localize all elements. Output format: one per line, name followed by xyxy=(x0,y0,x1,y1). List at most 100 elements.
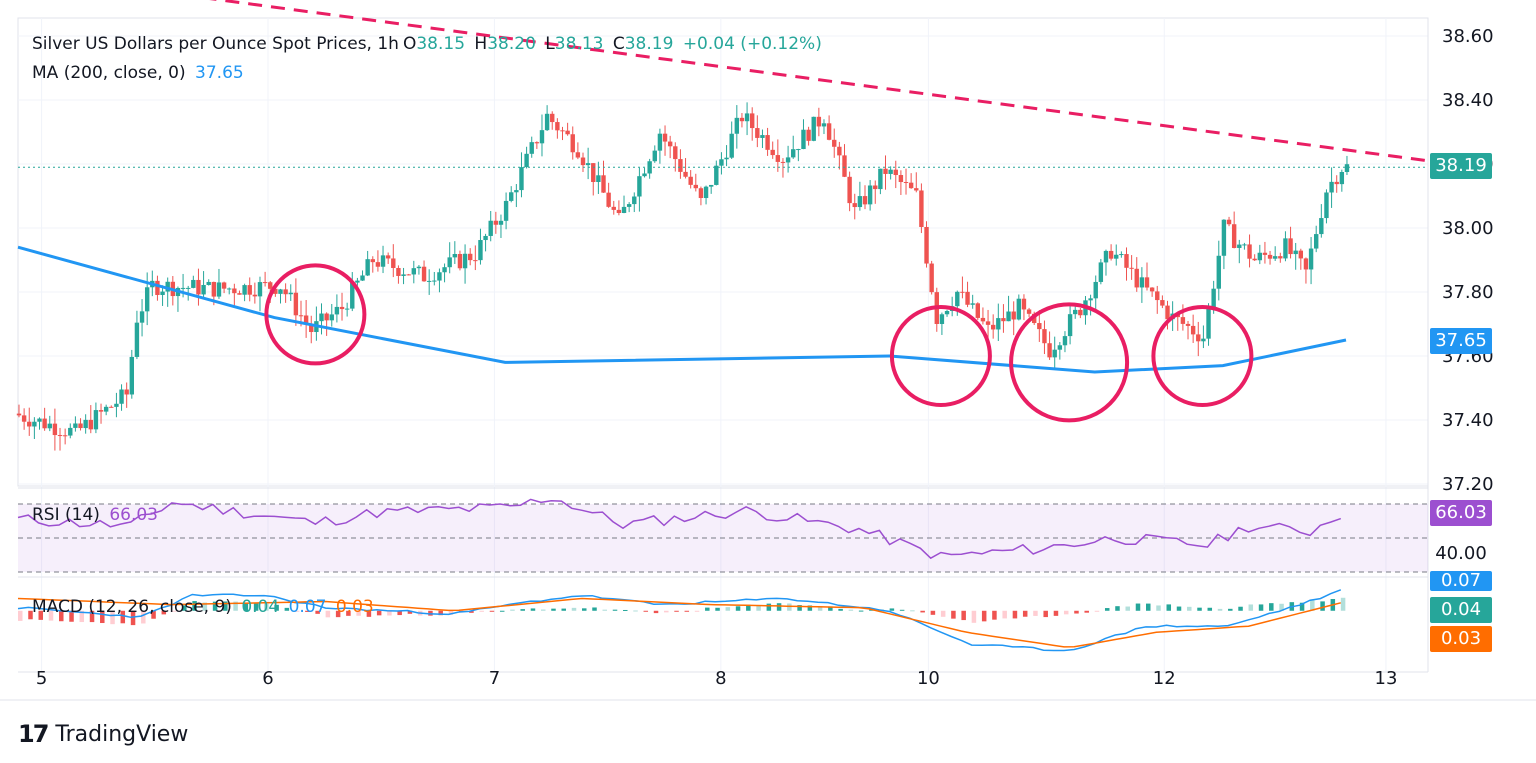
candle-body xyxy=(293,292,299,316)
macd-hist-bar xyxy=(141,610,146,624)
macd-hist-bar xyxy=(182,605,187,611)
macd-hist-bar xyxy=(540,609,546,611)
candle-body xyxy=(924,226,929,264)
macd-hist-bar xyxy=(715,607,720,611)
candle-body xyxy=(1196,334,1201,342)
brand[interactable]: 17 TradingView xyxy=(18,720,188,748)
ma-badge: 37.65 xyxy=(1430,328,1492,354)
candle-body xyxy=(1278,256,1283,259)
candle-body xyxy=(1283,238,1288,259)
macd-hist-bar xyxy=(212,601,218,611)
macd-hist-bar xyxy=(694,610,700,612)
candle-body xyxy=(544,113,550,131)
candle-body xyxy=(1308,248,1314,270)
candle-body xyxy=(673,146,678,160)
candle-body xyxy=(550,113,555,123)
macd-hist-bar xyxy=(602,609,608,611)
candle-body xyxy=(1165,305,1170,320)
macd-hist-bar xyxy=(89,610,95,623)
time-tick-label: 8 xyxy=(715,668,726,689)
candle-body xyxy=(339,306,345,310)
macd-hist-bar xyxy=(438,610,443,616)
candle-body xyxy=(975,303,980,318)
candle-body xyxy=(867,185,873,205)
macd-hist-bar xyxy=(858,610,864,612)
macd-hist-bar xyxy=(294,610,300,612)
candle-body xyxy=(186,287,191,289)
candle-body xyxy=(488,220,493,236)
macd-hist-bar xyxy=(243,603,249,611)
candle-body xyxy=(775,155,781,162)
candle-body xyxy=(73,423,78,428)
macd-hist-value: 0.04 xyxy=(241,597,280,617)
macd-hist-bar xyxy=(130,610,136,626)
candle-body xyxy=(27,421,32,427)
candle-body xyxy=(965,291,970,305)
candle-body xyxy=(457,253,463,269)
candle-body xyxy=(1206,307,1211,339)
macd-hist-bar xyxy=(1012,610,1018,619)
macd-hist-bar xyxy=(1166,604,1172,611)
macd-hist-bar xyxy=(643,610,649,612)
candle-body xyxy=(760,135,765,138)
candle-body xyxy=(114,403,119,407)
time-tick-label: 13 xyxy=(1375,668,1398,689)
macd-hist-bar xyxy=(1002,610,1007,619)
macd-hist-bar xyxy=(18,610,23,621)
macd-hist-bar xyxy=(1074,610,1079,614)
candle-body xyxy=(1011,311,1016,320)
macd-hist-bar xyxy=(1258,604,1264,611)
macd-hist-bar xyxy=(499,610,505,612)
candle-body xyxy=(406,274,411,276)
candle-body xyxy=(416,266,422,269)
candle-body xyxy=(1139,277,1145,288)
macd-hist-bar xyxy=(1340,597,1346,611)
candle-body xyxy=(1226,219,1232,225)
candle-body xyxy=(970,303,975,305)
candle-body xyxy=(468,253,473,261)
candle-body xyxy=(139,311,145,323)
candle-body xyxy=(32,421,37,427)
macd-hist-bar xyxy=(448,610,454,615)
macd-hist-bar xyxy=(151,610,156,619)
support-circle xyxy=(1151,305,1254,407)
macd-hist-bar xyxy=(1053,610,1059,616)
candle-body xyxy=(780,161,786,163)
candle-body xyxy=(119,389,124,404)
time-tick-label: 12 xyxy=(1153,668,1176,689)
candle-body xyxy=(801,129,806,150)
candle-body xyxy=(242,285,247,295)
time-tick-label: 7 xyxy=(489,668,500,689)
candle-body xyxy=(857,196,863,208)
candle-body xyxy=(57,435,63,437)
candle-body xyxy=(442,267,447,273)
candle-body xyxy=(796,149,801,151)
candle-body xyxy=(1231,224,1237,248)
candle-body xyxy=(206,281,211,285)
ma-legend-label: MA (200, close, 0) xyxy=(32,63,186,83)
candle-body xyxy=(278,289,283,294)
candle-body xyxy=(1272,256,1278,259)
time-tick-label: 10 xyxy=(917,668,940,689)
macd-hist-bar xyxy=(787,603,792,611)
price-tick-label: 37.40 xyxy=(1442,410,1494,431)
candle-body xyxy=(1021,298,1027,310)
candle-body xyxy=(144,287,150,312)
macd-hist-bar xyxy=(828,606,833,611)
candle-body xyxy=(288,292,293,295)
candle-body xyxy=(739,117,745,122)
candle-body xyxy=(237,293,242,295)
candle-body xyxy=(483,235,488,241)
candle-body xyxy=(68,427,73,436)
candle-body xyxy=(750,113,755,129)
candle-body xyxy=(401,274,406,276)
macd-hist-bar xyxy=(971,610,977,623)
macd-hist-bar xyxy=(1146,603,1151,611)
candle-body xyxy=(83,419,88,429)
macd-hist-bar xyxy=(397,610,402,616)
candle-body xyxy=(596,175,601,182)
candle-body xyxy=(129,356,134,395)
candle-body xyxy=(196,279,201,295)
macd-hist-bar xyxy=(1269,603,1274,611)
